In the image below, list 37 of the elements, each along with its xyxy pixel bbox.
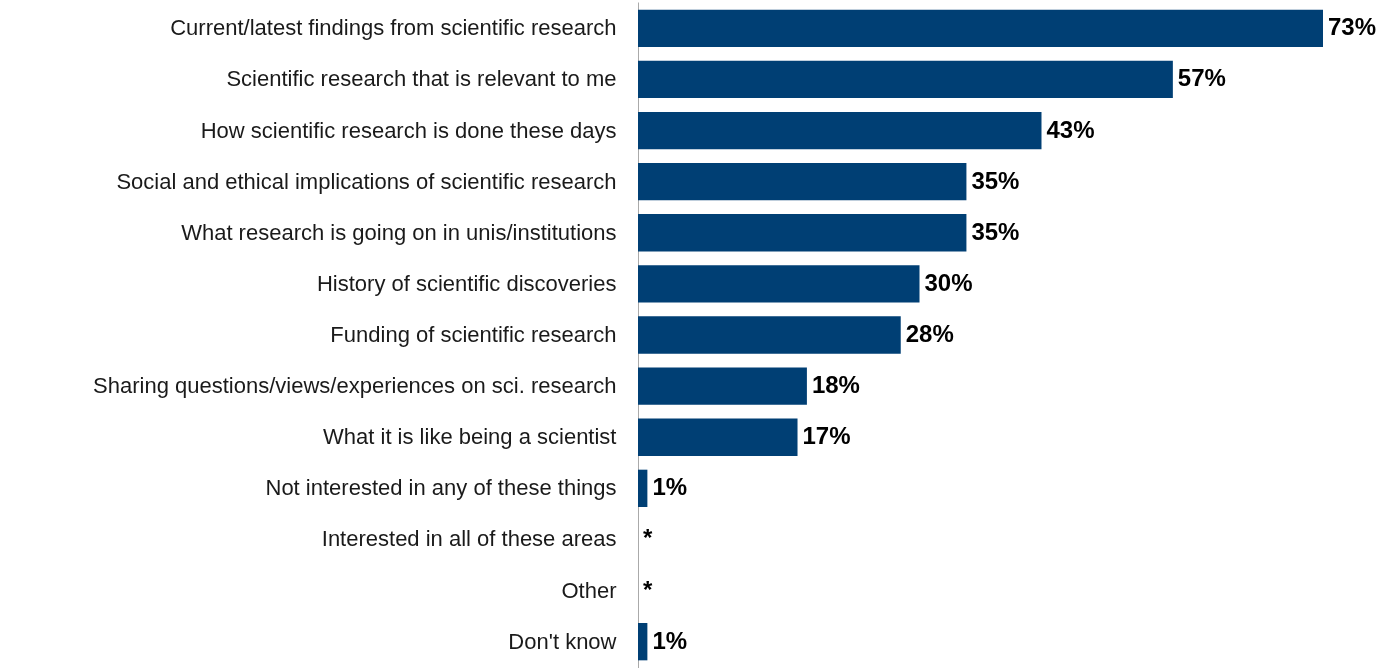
data-label: 1% [652, 626, 688, 654]
y-tick-label: What research is going on in unis/institutions [181, 219, 617, 245]
bar [638, 214, 967, 252]
y-tick-label: How scientific research is done these days [200, 117, 617, 143]
y-tick-label: History of scientific discoveries [316, 270, 617, 296]
data-label: 1% [652, 473, 688, 501]
bar [638, 367, 807, 405]
y-tick-label: Sharing questions/views/experiences on sci. research [93, 373, 617, 399]
y-tick-label: Social and ethical implications of scientific research [116, 168, 617, 194]
bar [638, 469, 648, 507]
y-tick-label: Interested in all of these areas [321, 526, 617, 552]
data-label: 17% [802, 422, 851, 450]
y-tick-label: Scientific research that is relevant to me [226, 66, 617, 92]
y-tick-label: What it is like being a scientist [323, 424, 617, 450]
y-tick-label: Other [561, 577, 617, 603]
bar [638, 418, 798, 456]
bar [638, 163, 967, 201]
data-label: 18% [811, 371, 860, 399]
y-tick-label: Current/latest findings from scientific research [170, 15, 617, 41]
bar [638, 316, 901, 354]
y-tick-label: Not interested in any of these things [265, 475, 617, 501]
data-label: 35% [971, 166, 1020, 194]
y-tick-label: Funding of scientific research [330, 322, 617, 347]
text: * [643, 575, 653, 603]
data-label: 30% [924, 268, 973, 296]
bar [638, 111, 1042, 150]
data-label: 57% [1177, 64, 1226, 92]
data-label: 28% [905, 320, 954, 347]
bar [638, 265, 920, 303]
bar [638, 9, 1323, 47]
bar [638, 60, 1173, 99]
text: * [643, 524, 653, 552]
data-label: 43% [1046, 115, 1095, 143]
data-label: 73% [1328, 13, 1377, 41]
bar [638, 623, 648, 661]
y-tick-label: Don't know [508, 628, 617, 654]
data-label: 35% [971, 217, 1020, 245]
